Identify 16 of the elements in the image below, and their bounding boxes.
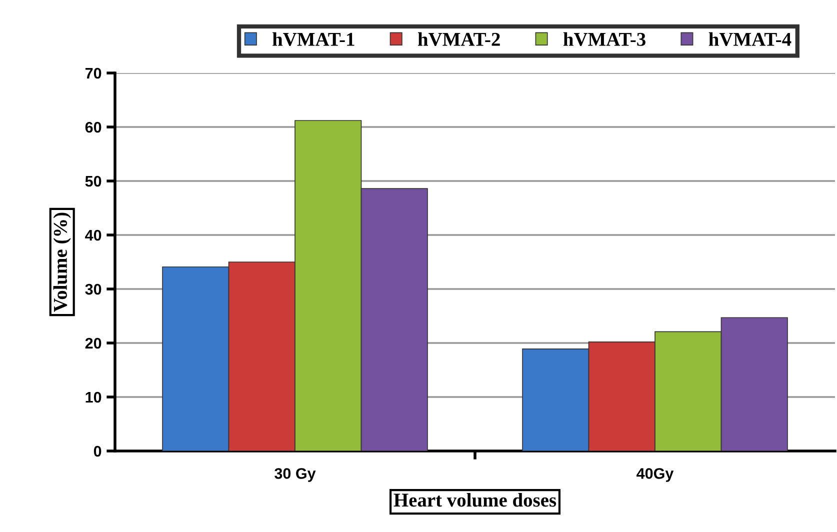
y-tick-label: 60 bbox=[85, 122, 102, 133]
legend-label: hVMAT-2 bbox=[418, 32, 500, 46]
x-tick-label: 40Gy bbox=[636, 468, 674, 482]
y-tick-label: 0 bbox=[94, 446, 102, 457]
x-axis-title: Heart volume doses bbox=[394, 493, 556, 507]
y-tick-label: 70 bbox=[85, 68, 102, 79]
y-tick-label: 50 bbox=[85, 176, 102, 187]
x-tick-label: 30 Gy bbox=[274, 468, 316, 482]
y-tick-label: 10 bbox=[86, 392, 102, 403]
y-tick-label: 40 bbox=[85, 230, 102, 241]
legend-label: hVMAT-1 bbox=[272, 32, 354, 46]
legend-label: hVMAT-4 bbox=[708, 32, 792, 46]
y-tick-label: 30 bbox=[85, 284, 102, 295]
y-axis-title: Volume (%) bbox=[53, 212, 71, 312]
legend-label: hVMAT-3 bbox=[563, 32, 646, 46]
y-tick-label: 20 bbox=[85, 338, 102, 349]
